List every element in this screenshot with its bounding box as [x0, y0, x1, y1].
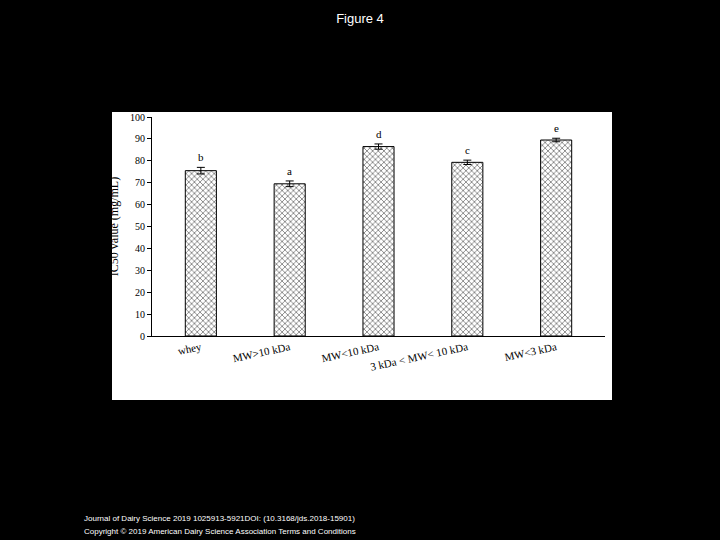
svg-text:IC50 value (mg/mL): IC50 value (mg/mL)	[107, 177, 121, 276]
svg-text:0: 0	[140, 331, 145, 342]
svg-text:Journal of Dairy Science 2019: Journal of Dairy Science 2019 1025913-59…	[84, 514, 355, 523]
svg-text:a: a	[287, 165, 292, 177]
svg-text:MW<10 kDa: MW<10 kDa	[320, 340, 380, 364]
svg-text:whey: whey	[177, 340, 203, 357]
svg-text:90: 90	[135, 133, 145, 144]
svg-text:80: 80	[135, 155, 145, 166]
svg-text:10: 10	[135, 309, 145, 320]
svg-text:60: 60	[135, 199, 145, 210]
svg-text:20: 20	[135, 287, 145, 298]
svg-text:30: 30	[135, 265, 145, 276]
svg-text:50: 50	[135, 221, 145, 232]
svg-text:100: 100	[130, 112, 145, 123]
svg-text:b: b	[198, 151, 204, 163]
svg-text:c: c	[465, 144, 470, 156]
svg-text:Copyright © 2019 American Dair: Copyright © 2019 American Dairy Science …	[84, 527, 356, 536]
svg-text:d: d	[376, 128, 382, 140]
svg-text:Figure 4: Figure 4	[336, 11, 384, 26]
svg-text:40: 40	[135, 243, 145, 254]
svg-text:e: e	[554, 122, 559, 134]
svg-text:MW<3 kDa: MW<3 kDa	[503, 340, 557, 363]
svg-text:70: 70	[135, 177, 145, 188]
svg-text:3 kDa < MW< 10 kDa: 3 kDa < MW< 10 kDa	[369, 340, 469, 372]
svg-text:MW>10 kDa: MW>10 kDa	[232, 340, 292, 364]
